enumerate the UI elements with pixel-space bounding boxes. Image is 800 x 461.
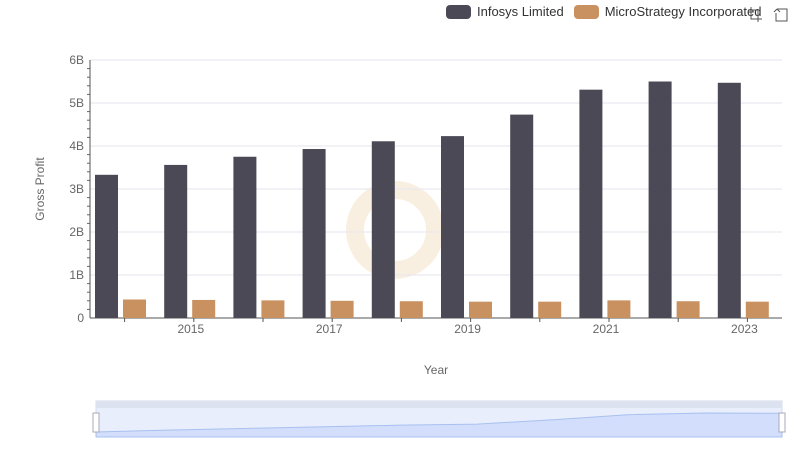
datazoom-handle-bar [96, 401, 782, 408]
bar-infosys-2014 [95, 174, 118, 318]
y-tick-label: 2B [69, 225, 84, 239]
bar-infosys-2022 [648, 81, 672, 318]
bar-microstrategy-2020 [538, 301, 562, 318]
bar-microstrategy-2016 [261, 300, 285, 318]
datazoom-right-handle[interactable] [778, 412, 786, 433]
legend-swatch [573, 4, 599, 19]
x-tick-label: 2019 [454, 322, 481, 336]
x-tick-label: 2023 [731, 322, 758, 336]
bar-microstrategy-2023 [745, 301, 769, 318]
x-tick-label: 2021 [593, 322, 620, 336]
y-tick-label: 6B [69, 53, 84, 67]
y-tick-label: 5B [69, 96, 84, 110]
bar-infosys-2021 [579, 89, 603, 318]
datazoom-left-handle[interactable] [92, 412, 100, 433]
y-tick-label: 1B [69, 268, 84, 282]
bar-microstrategy-2021 [607, 300, 631, 318]
legend-label: MicroStrategy Incorporated [604, 4, 762, 19]
bar-infosys-2017 [302, 149, 326, 318]
bar-microstrategy-2019 [469, 301, 492, 318]
y-axis-title: Gross Profit [33, 157, 47, 221]
x-tick-label: 2017 [316, 322, 343, 336]
zoom-select-icon[interactable] [747, 7, 763, 23]
legend-swatch [446, 4, 471, 19]
watermark-logo [346, 181, 444, 279]
bar-infosys-2023 [717, 82, 741, 318]
bar-infosys-2020 [510, 114, 534, 318]
bar-microstrategy-2014 [123, 299, 146, 318]
legend-item-microstrategy[interactable]: MicroStrategy Incorporated [573, 4, 762, 19]
x-tick-label: 2015 [177, 322, 204, 336]
restore-icon[interactable] [773, 7, 789, 23]
legend-label: Infosys Limited [477, 4, 564, 19]
bar-microstrategy-2018 [399, 301, 423, 318]
y-tick-label: 3B [69, 182, 84, 196]
bar-infosys-2016 [233, 156, 257, 318]
x-axis-title: Year [424, 363, 448, 377]
bar-microstrategy-2015 [192, 299, 216, 318]
bar-infosys-2018 [371, 141, 395, 318]
bar-microstrategy-2022 [676, 301, 700, 318]
bar-infosys-2019 [441, 136, 464, 318]
y-tick-label: 4B [69, 139, 84, 153]
legend: Infosys Limited MicroStrategy Incorporat… [446, 4, 772, 19]
y-tick-label: 0 [77, 311, 84, 325]
bar-microstrategy-2017 [330, 300, 354, 318]
legend-item-infosys[interactable]: Infosys Limited [446, 4, 564, 19]
bar-infosys-2015 [164, 164, 188, 318]
